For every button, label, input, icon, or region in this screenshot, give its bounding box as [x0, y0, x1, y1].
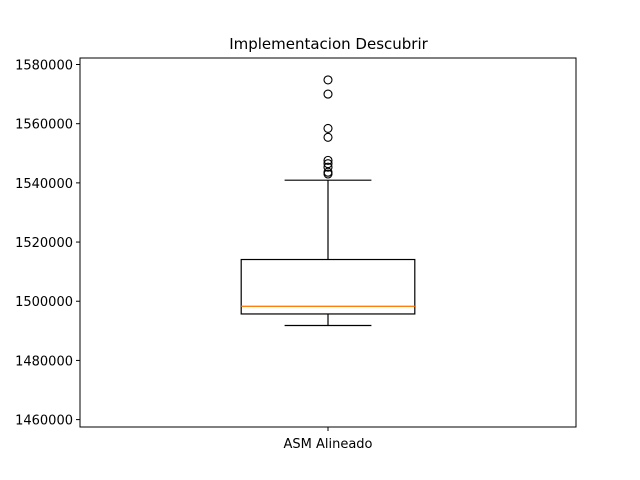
y-tick-label: 1580000: [15, 59, 73, 74]
outlier-point: [323, 75, 333, 85]
y-tick-label: 1560000: [15, 118, 73, 133]
x-tick-label: ASM Alineado: [283, 437, 372, 452]
iqr-box: [240, 258, 416, 315]
y-tick-label: 1460000: [15, 414, 73, 429]
outlier-point: [323, 162, 333, 172]
y-tick-label: 1540000: [15, 177, 73, 192]
plot-area: 1460000 1480000 1500000 1520000 1540000 15600…: [15, 59, 416, 452]
y-tick-label: 1520000: [15, 236, 73, 251]
y-tick-label: 1480000: [15, 354, 73, 369]
outlier-point: [323, 167, 333, 177]
y-tick-label: 1500000: [15, 295, 73, 310]
outlier-point: [323, 155, 333, 165]
outlier-point: [323, 159, 333, 169]
outlier-point: [323, 123, 333, 133]
outlier-point: [323, 89, 333, 99]
axes-frame: [79, 57, 577, 428]
chart-title: Implementacion Descubrir: [229, 35, 428, 53]
outlier-point: [323, 132, 333, 142]
